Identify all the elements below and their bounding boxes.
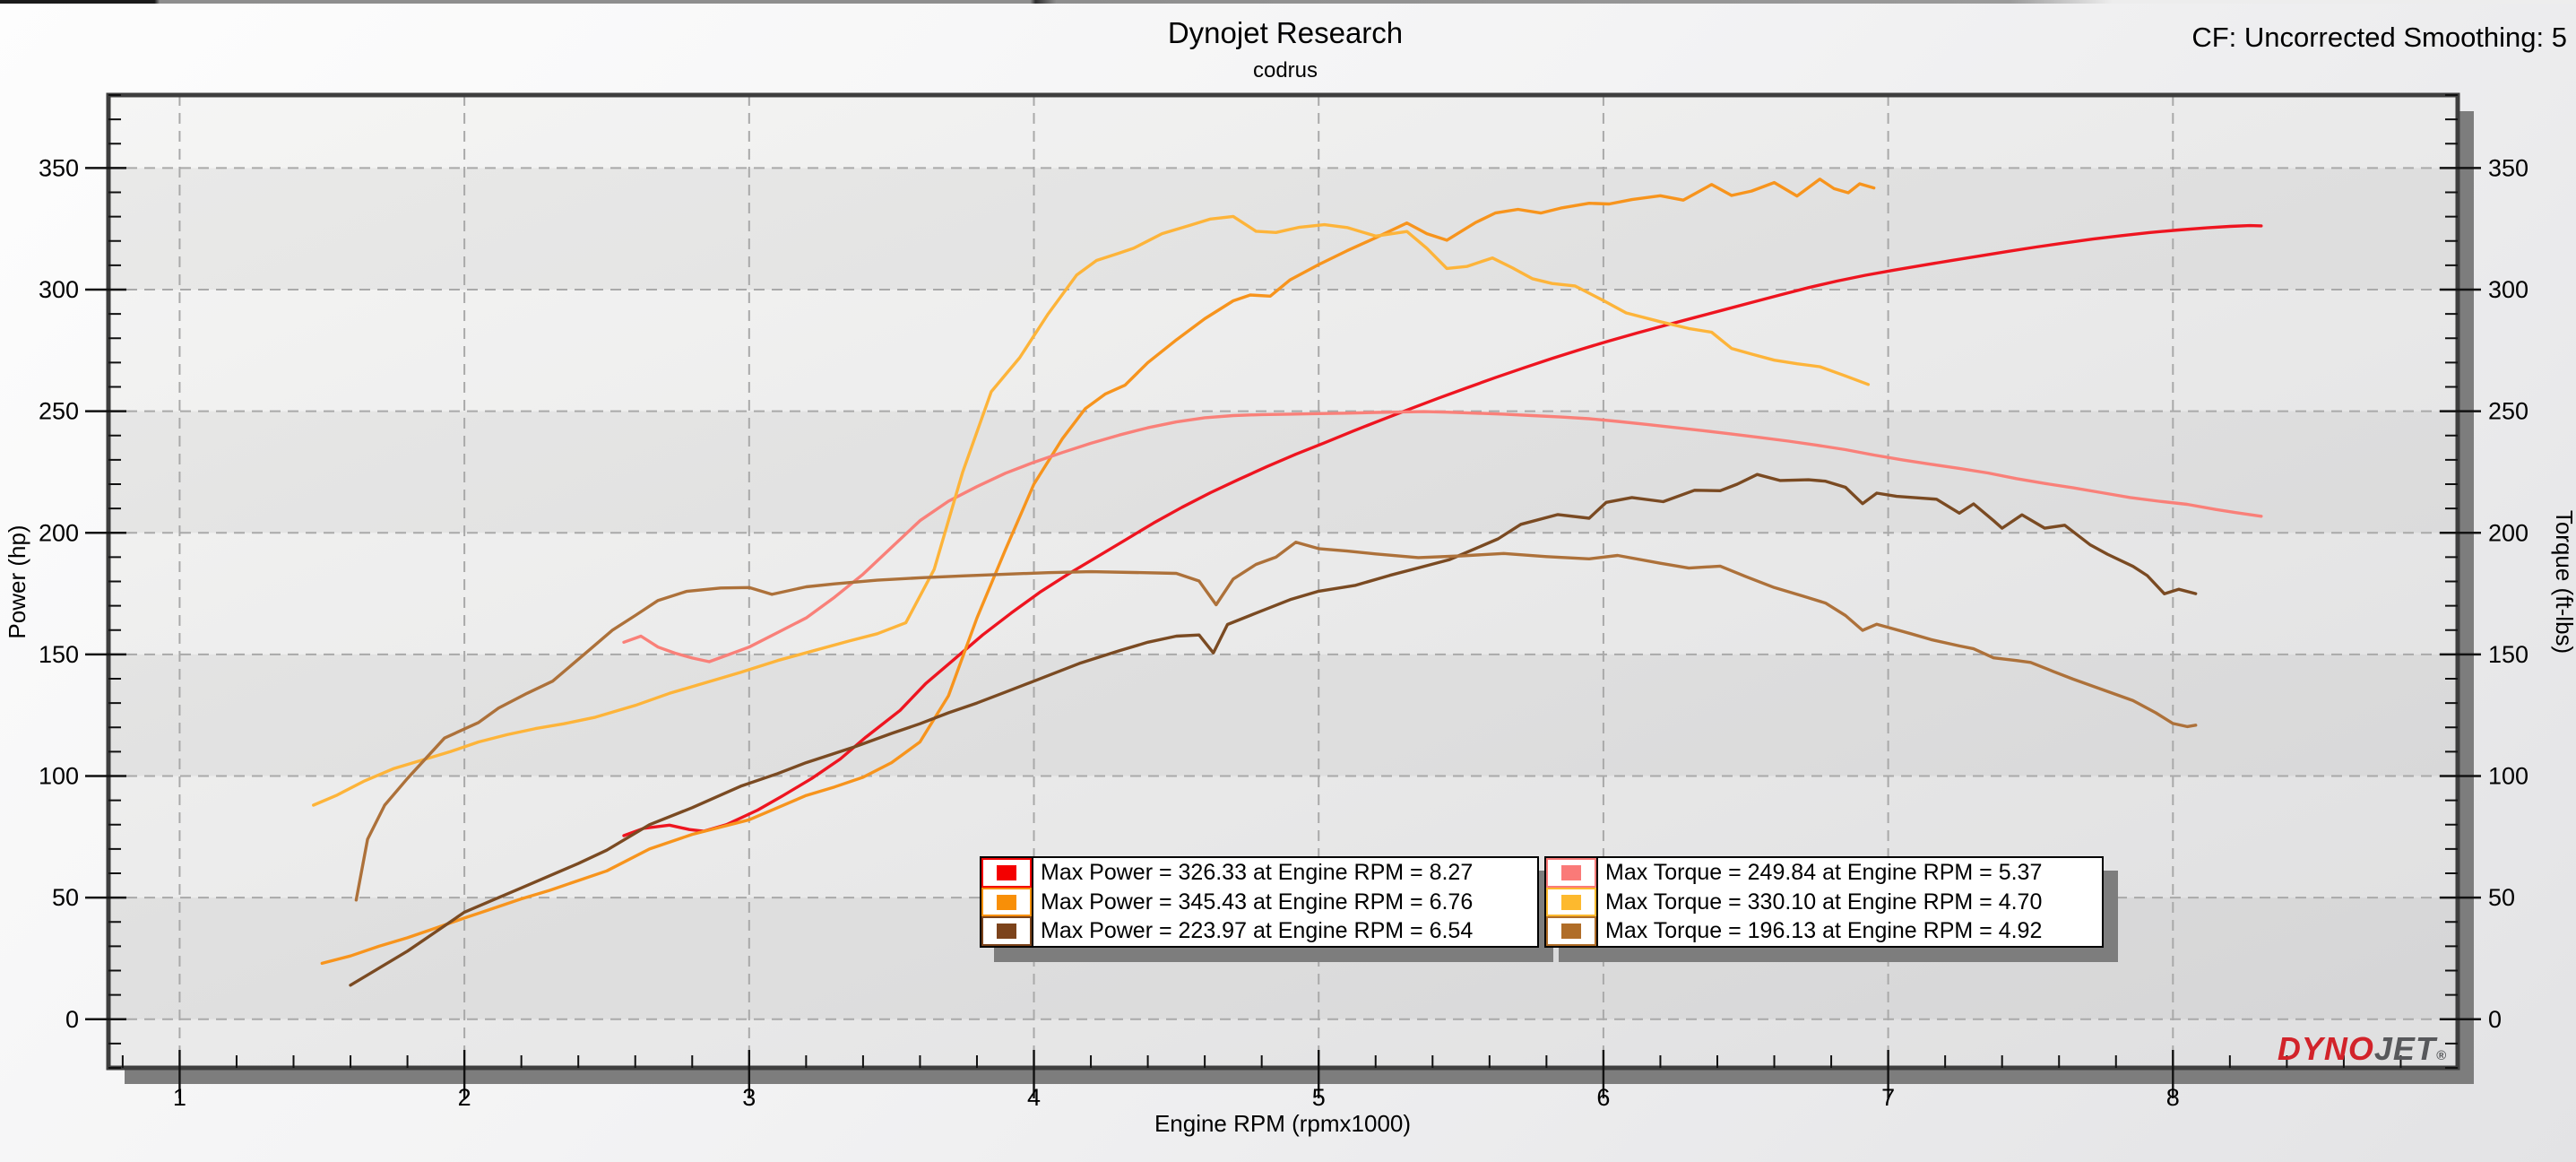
x-tick-label-5: 5 (1312, 1084, 1326, 1111)
correction-smoothing-label: CF: Uncorrected Smoothing: 5 (2191, 22, 2567, 53)
y-tick-label-right-0: 0 (2488, 1006, 2502, 1033)
power-brown-swatch (981, 916, 1032, 947)
torque-lightbrown-swatch (1546, 916, 1596, 947)
x-tick-label-8: 8 (2166, 1084, 2180, 1111)
y-tick-label-left-150: 150 (39, 641, 79, 668)
y-tick-label-right-300: 300 (2488, 276, 2528, 303)
torque-amber-swatch (1546, 887, 1596, 917)
legend-row: Max Torque = 249.84 at Engine RPM = 5.37 (1605, 859, 2043, 885)
series-power-red (622, 223, 2263, 837)
series-torque-amber (312, 214, 1871, 807)
x-tick-label-6: 6 (1596, 1084, 1610, 1111)
power-red-swatch (981, 858, 1032, 888)
page-title: Dynojet Research (1168, 16, 1403, 49)
logo-registered-mark: ® (2436, 1048, 2447, 1063)
band-100-150 (108, 654, 2458, 776)
legend-power-swatches (981, 858, 1033, 947)
legend-row: Max Torque = 196.13 at Engine RPM = 4.92 (1605, 918, 2043, 944)
tick-label-layer: 0 0 50 50 100 100 150 150 200 200 250 250 300 300 350 3… (39, 154, 2528, 1111)
x-tick-label-2: 2 (458, 1084, 471, 1111)
y-tick-label-right-200: 200 (2488, 519, 2528, 546)
torque-salmon-swatch (1546, 858, 1596, 888)
window-top-edge (0, 0, 2576, 4)
y-tick-label-right-100: 100 (2488, 763, 2528, 790)
y-tick-label-right-150: 150 (2488, 641, 2528, 668)
y-tick-label-left-300: 300 (39, 276, 79, 303)
x-tick-label-3: 3 (742, 1084, 756, 1111)
legend-row: Max Power = 345.43 at Engine RPM = 6.76 (1041, 889, 1474, 915)
legend-row: Max Power = 326.33 at Engine RPM = 8.27 (1041, 859, 1474, 885)
band-300-350 (108, 168, 2458, 290)
series-layer (312, 178, 2263, 987)
logo-jet-text: JET (2374, 1030, 2438, 1067)
x-tick-label-4: 4 (1027, 1084, 1041, 1111)
legend-power-labels: Max Power = 326.33 at Engine RPM = 8.27 … (1033, 858, 1537, 946)
series-torque-lightbrown (354, 541, 2198, 902)
legend-torque-box[interactable]: Max Torque = 249.84 at Engine RPM = 5.37… (1544, 856, 2104, 948)
alternating-bands (108, 168, 2458, 1019)
band-200-250 (108, 411, 2458, 533)
y-axis-title-torque: Torque (ft-lbs) (2551, 510, 2576, 654)
dynojet-logo: DYNOJET® (2278, 1030, 2447, 1067)
y-tick-label-right-350: 350 (2488, 154, 2528, 181)
y-tick-label-left-200: 200 (39, 519, 79, 546)
page-subtitle: codrus (1253, 58, 1318, 82)
y-axis-title-power: Power (hp) (4, 525, 30, 638)
x-tick-label-1: 1 (173, 1084, 186, 1111)
legend-torque-labels: Max Torque = 249.84 at Engine RPM = 5.37… (1598, 858, 2102, 946)
series-torque-salmon (622, 410, 2263, 663)
tick-layer (85, 94, 2481, 1098)
y-tick-label-left-0: 0 (65, 1006, 79, 1033)
legend-row: Max Power = 223.97 at Engine RPM = 6.54 (1041, 918, 1474, 944)
y-tick-label-left-100: 100 (39, 763, 79, 790)
power-orange-swatch (981, 887, 1032, 917)
series-power-orange (320, 178, 1876, 966)
y-tick-label-left-250: 250 (39, 398, 79, 425)
legend-row: Max Torque = 330.10 at Engine RPM = 4.70 (1605, 889, 2043, 915)
legend-power-box[interactable]: Max Power = 326.33 at Engine RPM = 8.27 … (980, 856, 1539, 948)
y-tick-label-right-50: 50 (2488, 884, 2515, 911)
x-axis-title: Engine RPM (rpmx1000) (1154, 1110, 1411, 1137)
logo-dyno-text: DYNO (2278, 1030, 2374, 1067)
y-tick-label-right-250: 250 (2488, 398, 2528, 425)
y-tick-label-left-350: 350 (39, 154, 79, 181)
y-tick-label-left-50: 50 (52, 884, 79, 911)
series-power-brown (349, 473, 2198, 987)
legend-torque-swatches (1546, 858, 1598, 947)
x-tick-label-7: 7 (1881, 1084, 1895, 1111)
